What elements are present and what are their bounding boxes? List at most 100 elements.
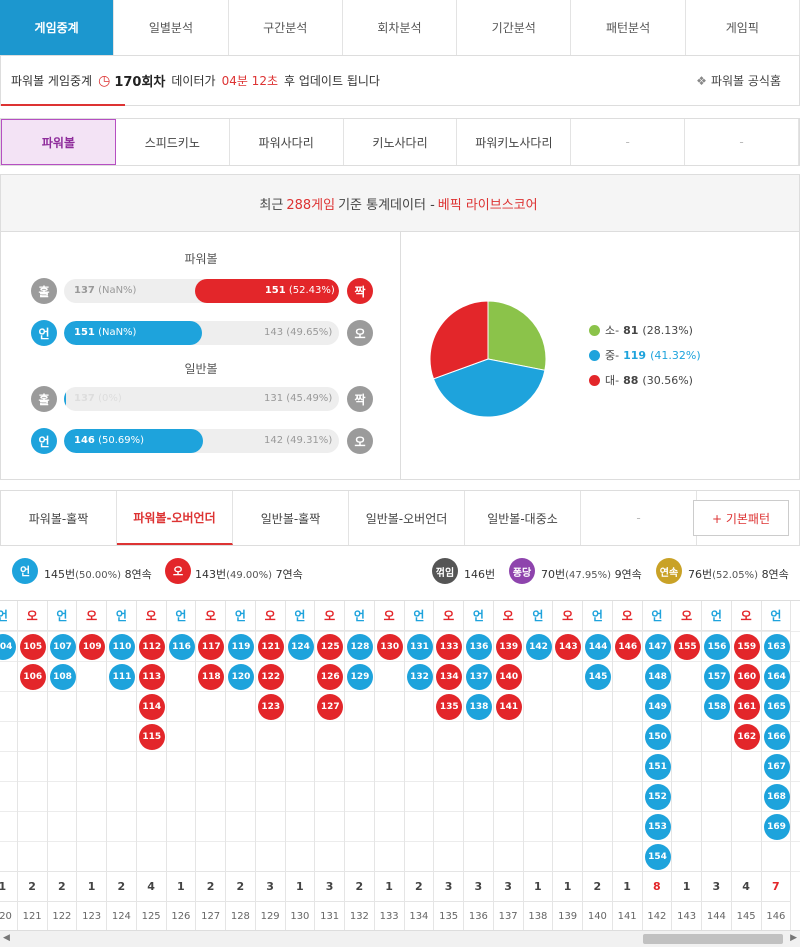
column-round: 136 — [464, 901, 493, 930]
summary-circle-0: 언 — [12, 558, 38, 584]
column-round: 143 — [672, 901, 701, 930]
countdown: 04분 12초 — [221, 74, 278, 88]
result-cell: 125 — [317, 634, 344, 660]
column-count: 1 — [523, 871, 553, 901]
game-tab-3[interactable]: 키노사다리 — [344, 119, 458, 165]
right-pct: (49.65%) — [286, 327, 333, 338]
left-circle: 홀 — [31, 278, 57, 304]
pattern-tab-3[interactable]: 일반볼-오버언더 — [349, 491, 465, 545]
scroll-right-icon[interactable]: ▶ — [790, 933, 797, 943]
right-pct: (49.31%) — [286, 435, 333, 446]
left-pct: (NaN%) — [98, 327, 137, 338]
result-cell: 115 — [138, 724, 165, 750]
summary-pct: (49.00%) — [226, 570, 273, 581]
pattern-tab-0[interactable]: 파워볼-홀짝 — [1, 491, 117, 545]
legend-dot — [589, 324, 600, 336]
nav-tab-3[interactable]: 회차분석 — [343, 0, 458, 55]
grid-row-line — [0, 691, 800, 692]
legend-value: 119 — [623, 348, 647, 362]
result-cell: 104 — [0, 634, 16, 660]
stat-row-3: 언 146 (50.69%) 142 (49.31%) 오 — [31, 428, 373, 456]
left-circle: 홀 — [31, 386, 57, 412]
column-count: 3 — [255, 871, 285, 901]
bar-fill-min — [64, 387, 66, 411]
info-mid: 데이터가 — [171, 74, 216, 88]
left-pct: (0%) — [98, 393, 122, 404]
grid-row-line — [0, 631, 800, 632]
nav-tab-1[interactable]: 일별분석 — [114, 0, 229, 55]
column-count: 3 — [464, 871, 493, 901]
summary-text-1: 143번(49.00%) 7연속 — [195, 566, 303, 582]
column-header: 언 — [583, 601, 612, 631]
stat-row-2: 홀 137 (0%) 131 (45.49%) 짝 — [31, 386, 373, 414]
game-tab-6[interactable]: - — [685, 119, 800, 165]
left-value: 146 — [74, 435, 95, 446]
result-cell: 130 — [376, 634, 403, 660]
powerball-title: 파워볼 — [184, 252, 218, 266]
bar-fill — [194, 279, 339, 303]
result-cell: 135 — [436, 694, 463, 720]
nav-tab-0[interactable]: 게임중계 — [0, 0, 115, 55]
column-header: 언 — [345, 601, 374, 631]
pattern-column: 언 116 1 126 — [166, 601, 197, 930]
result-cell: 138 — [466, 694, 492, 720]
result-cell: 108 — [49, 664, 76, 690]
pattern-tab-4[interactable]: 일반볼-대중소 — [465, 491, 581, 545]
scroll-left-icon[interactable]: ◀ — [3, 933, 10, 943]
stat-row-0: 홀 137 (NaN%) 151 (52.43%) 짝 — [31, 278, 373, 306]
bar-fill — [64, 429, 204, 453]
column-count: 2 — [17, 871, 47, 901]
result-cell: 145 — [585, 664, 611, 690]
summary-streak: 8연속 — [761, 568, 789, 581]
pattern-tab-1[interactable]: 파워볼-오버언더 — [117, 491, 233, 545]
column-header: 오 — [136, 601, 166, 631]
column-count: 2 — [226, 871, 255, 901]
result-cell: 144 — [585, 634, 611, 660]
game-tab-5[interactable]: - — [571, 119, 686, 165]
live-label: 파워볼 게임중계 — [11, 74, 93, 88]
column-round: 122 — [47, 901, 77, 930]
result-cell: 166 — [763, 724, 790, 750]
pattern-column: 언 136 137 138 3 136 — [464, 601, 494, 930]
nav-tab-2[interactable]: 구간분석 — [229, 0, 343, 55]
nav-tab-5[interactable]: 패턴분석 — [571, 0, 686, 55]
column-header: 오 — [196, 601, 225, 631]
official-home-label: 파워볼 공식홈 — [710, 74, 781, 88]
column-header: 언 — [107, 601, 136, 631]
column-round: 132 — [345, 901, 374, 930]
game-tab-4[interactable]: 파워키노사다리 — [457, 119, 572, 165]
column-count: 3 — [702, 871, 731, 901]
game-tab-2[interactable]: 파워사다리 — [230, 119, 344, 165]
pattern-tabs: 파워볼-홀짝 파워볼-오버언더 일반볼-홀짝 일반볼-오버언더 일반볼-대중소 - + 기본… — [0, 490, 800, 546]
result-cell: 153 — [644, 814, 671, 840]
legend-dot — [589, 349, 600, 361]
pattern-tab-2[interactable]: 일반볼-홀짝 — [233, 491, 349, 545]
horizontal-scrollbar[interactable]: ◀ ▶ — [0, 930, 800, 947]
summary-text-2: 146번 — [464, 566, 495, 582]
result-cell: 107 — [49, 634, 76, 660]
official-home-link[interactable]: ❖ 파워볼 공식홈 — [696, 72, 781, 89]
column-header: 언 — [523, 601, 553, 631]
column-count: 2 — [345, 871, 374, 901]
game-tab-1[interactable]: 스피드키노 — [116, 119, 230, 165]
current-round: 170회차 — [114, 75, 166, 90]
column-round: 128 — [226, 901, 255, 930]
right-value: 151 — [264, 285, 286, 296]
game-tab-0[interactable]: 파워볼 — [1, 119, 116, 165]
summary-text-4: 76번(52.05%) 8연속 — [688, 566, 789, 582]
basic-pattern-button[interactable]: + 기본패턴 — [693, 500, 789, 536]
column-round: 139 — [553, 901, 582, 930]
nav-tab-6[interactable]: 게임픽 — [686, 0, 800, 55]
result-cell: 116 — [168, 634, 195, 660]
legend-value: 81 — [623, 323, 639, 337]
result-cell: 123 — [257, 694, 284, 720]
right-value: 143 — [264, 327, 284, 338]
column-round: 125 — [136, 901, 166, 930]
result-cell: 129 — [347, 664, 373, 690]
column-count: 1 — [0, 871, 17, 901]
column-count: 3 — [315, 871, 344, 901]
pattern-tab-5[interactable]: - — [581, 491, 697, 545]
scroll-thumb[interactable] — [643, 934, 783, 944]
result-cell: 165 — [763, 694, 790, 720]
nav-tab-4[interactable]: 기간분석 — [457, 0, 572, 55]
